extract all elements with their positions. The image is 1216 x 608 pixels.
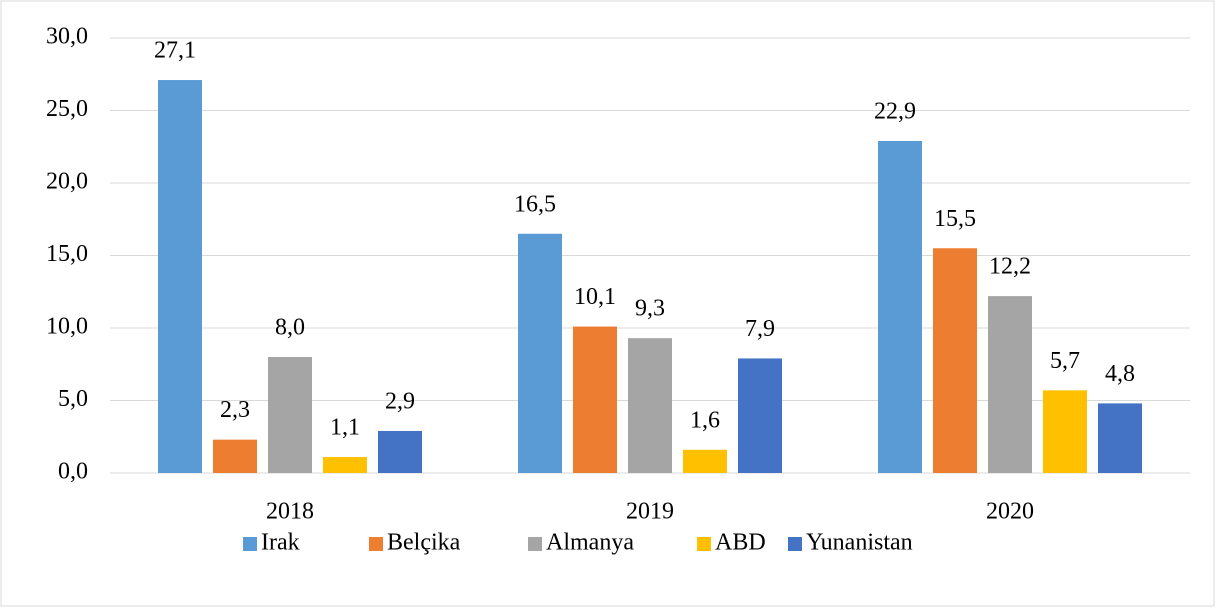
y-tick-label: 10,0 — [46, 314, 88, 340]
value-label: 1,6 — [690, 407, 720, 433]
value-label: 8,0 — [275, 315, 305, 341]
legend-swatch — [697, 537, 711, 551]
legend-swatch — [788, 537, 802, 551]
bar — [268, 357, 312, 473]
bar — [573, 326, 617, 473]
value-label: 5,7 — [1050, 348, 1080, 374]
value-label: 12,2 — [989, 254, 1031, 280]
value-label: 4,8 — [1105, 361, 1135, 387]
value-label: 7,9 — [745, 316, 775, 342]
bar — [213, 439, 257, 473]
bar — [738, 358, 782, 473]
bar — [683, 449, 727, 473]
x-tick-label: 2018 — [266, 499, 314, 525]
value-label: 2,3 — [220, 397, 250, 423]
y-tick-label: 15,0 — [46, 241, 88, 267]
legend-swatch — [243, 537, 257, 551]
value-label: 16,5 — [514, 191, 556, 217]
value-label: 15,5 — [934, 206, 976, 232]
value-label: 22,9 — [874, 98, 916, 124]
legend-swatch — [369, 537, 383, 551]
bar — [323, 457, 367, 473]
value-label: 2,9 — [385, 388, 415, 414]
value-label: 10,1 — [574, 284, 616, 310]
bar — [988, 296, 1032, 473]
legend-label: Yunanistan — [806, 530, 913, 556]
x-tick-label: 2020 — [986, 499, 1034, 525]
bar — [518, 233, 562, 473]
y-tick-label: 25,0 — [46, 96, 88, 122]
value-label: 9,3 — [635, 296, 665, 322]
y-tick-label: 20,0 — [46, 169, 88, 195]
bar — [158, 80, 202, 474]
bar — [933, 248, 977, 473]
legend-swatch — [528, 537, 542, 551]
bar — [1043, 390, 1087, 473]
value-label: 27,1 — [154, 38, 196, 64]
legend-label: Irak — [261, 530, 300, 556]
bar — [878, 140, 922, 473]
x-tick-label: 2019 — [626, 499, 674, 525]
y-tick-label: 5,0 — [58, 386, 88, 412]
y-tick-label: 30,0 — [46, 24, 88, 50]
bar — [378, 430, 422, 473]
bar — [1098, 403, 1142, 473]
legend-label: ABD — [715, 530, 766, 556]
y-tick-label: 0,0 — [58, 459, 88, 485]
value-label: 1,1 — [330, 415, 360, 441]
bar — [628, 338, 672, 473]
legend-label: Belçika — [387, 530, 461, 556]
legend-label: Almanya — [546, 530, 634, 556]
